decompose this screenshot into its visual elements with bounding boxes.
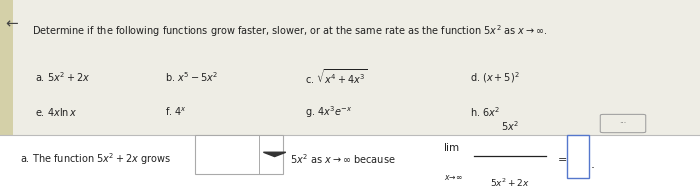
- Text: .: .: [591, 157, 595, 171]
- FancyBboxPatch shape: [567, 135, 589, 178]
- Text: a. $5x^2 +2x$: a. $5x^2 +2x$: [35, 70, 90, 84]
- Text: $=$: $=$: [555, 153, 567, 163]
- FancyBboxPatch shape: [0, 0, 13, 135]
- Text: e. $4x\ln x$: e. $4x\ln x$: [35, 106, 78, 118]
- Text: $\lim$: $\lim$: [443, 141, 460, 153]
- Text: ···: ···: [620, 119, 626, 128]
- Text: a. The function $5x^2 + 2x$ grows: a. The function $5x^2 + 2x$ grows: [20, 151, 172, 167]
- Text: c. $\sqrt{x^4+4x^3}$: c. $\sqrt{x^4+4x^3}$: [305, 68, 368, 86]
- FancyBboxPatch shape: [195, 135, 283, 174]
- Text: $5x^2+2x$: $5x^2+2x$: [490, 176, 530, 189]
- Text: h. $6x^2$: h. $6x^2$: [470, 105, 500, 119]
- Text: g. $4x^3e^{-x}$: g. $4x^3e^{-x}$: [305, 104, 353, 120]
- Text: d. $(x+5)^2$: d. $(x+5)^2$: [470, 70, 519, 85]
- Text: Determine if the following functions grow faster, slower, or at the same rate as: Determine if the following functions gro…: [32, 23, 547, 39]
- Text: $5x^2$: $5x^2$: [501, 119, 519, 133]
- Text: f. $4^x$: f. $4^x$: [165, 106, 187, 118]
- FancyBboxPatch shape: [601, 114, 646, 133]
- FancyBboxPatch shape: [0, 0, 700, 135]
- Text: $5x^2$ as $x \to \infty$ because: $5x^2$ as $x \to \infty$ because: [290, 152, 396, 166]
- Text: $x\!\to\!\infty$: $x\!\to\!\infty$: [444, 173, 463, 182]
- Text: ←: ←: [6, 17, 18, 32]
- Polygon shape: [263, 152, 286, 157]
- Text: b. $x^5 - 5x^2$: b. $x^5 - 5x^2$: [165, 70, 218, 84]
